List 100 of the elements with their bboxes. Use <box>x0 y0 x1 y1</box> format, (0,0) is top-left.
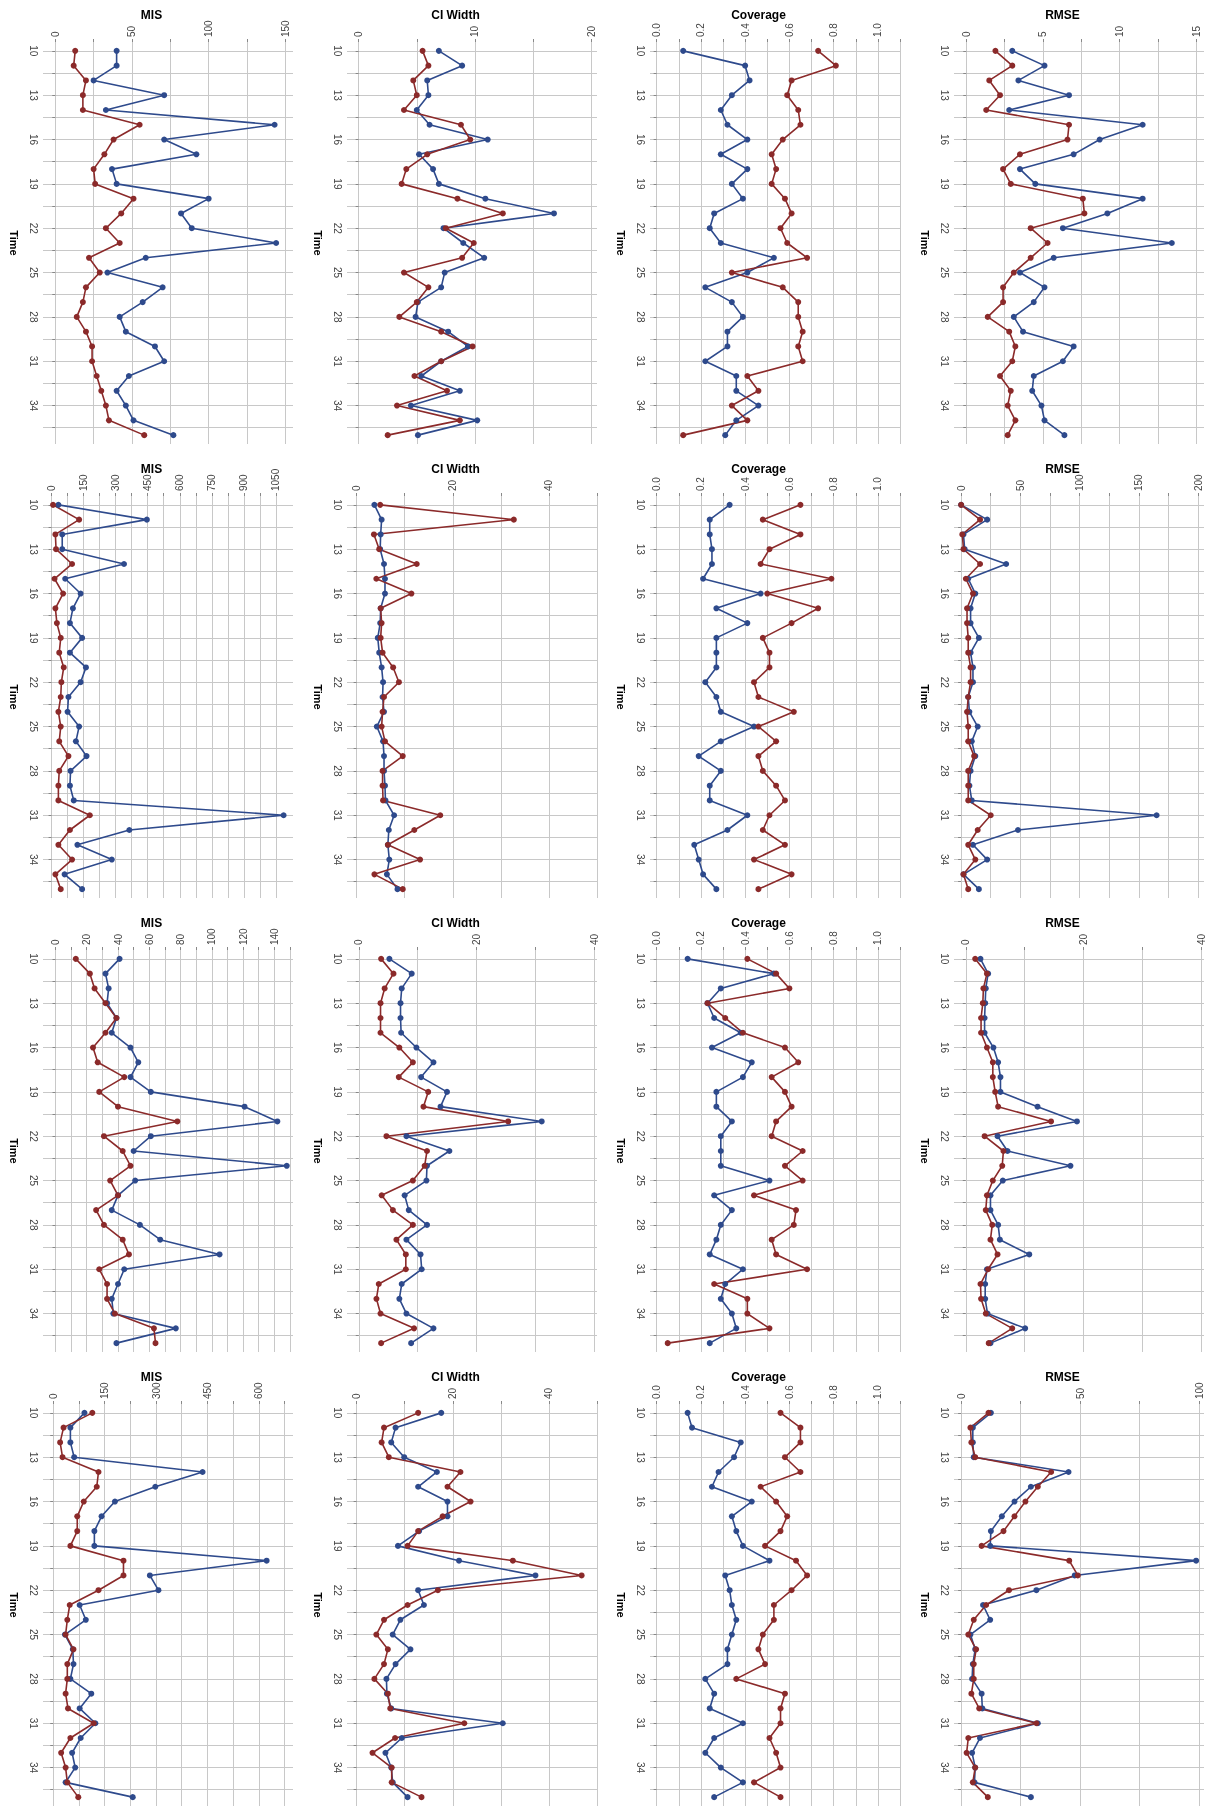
chart-title: RMSE <box>1044 1370 1080 1384</box>
y-tick-label: 19 <box>331 178 342 190</box>
y-tick-label: 22 <box>331 222 342 235</box>
chart-title: MIS <box>140 8 163 22</box>
y-tick-label: 28 <box>27 1219 39 1231</box>
y-tick-label: 10 <box>27 45 39 57</box>
y-axis-title: Time <box>614 1138 627 1164</box>
y-tick-label: 13 <box>331 997 342 1010</box>
y-tick-label: 31 <box>331 1263 342 1276</box>
x-tick-label: 0.2 <box>695 22 707 37</box>
x-tick-label: 1.0 <box>872 930 884 945</box>
chart-title: Coverage <box>731 1370 787 1384</box>
chart-title: MIS <box>140 1370 163 1384</box>
y-tick-label: 22 <box>938 1584 949 1597</box>
y-tick-label: 28 <box>634 765 646 777</box>
chart-title: MIS <box>140 916 163 930</box>
y-tick-label: 22 <box>27 1584 39 1597</box>
y-tick-label: 25 <box>27 1175 39 1187</box>
chart-title: CI Width <box>430 916 480 930</box>
chart-title: CI Width <box>430 8 480 22</box>
chart-title: Coverage <box>731 462 787 476</box>
x-tick-label: 5 <box>1036 31 1048 37</box>
y-tick-label: 10 <box>331 1407 342 1419</box>
y-tick-label: 13 <box>634 997 646 1010</box>
y-tick-label: 19 <box>938 178 949 190</box>
y-tick-label: 16 <box>938 587 949 600</box>
chart-title: RMSE <box>1044 916 1080 930</box>
y-tick-label: 28 <box>27 311 39 323</box>
x-tick-label: 0 <box>350 1393 362 1399</box>
y-tick-label: 25 <box>938 1175 949 1187</box>
x-tick-label: 20 <box>470 933 482 945</box>
x-tick-label: 50 <box>1074 1387 1086 1399</box>
x-tick-label: 0.6 <box>783 930 795 945</box>
x-tick-label: 60 <box>143 933 155 945</box>
x-tick-label: 50 <box>126 25 138 37</box>
y-axis-title: Time <box>7 684 20 710</box>
x-tick-label: 0.4 <box>739 476 751 491</box>
x-tick-label: 150 <box>99 1381 111 1399</box>
y-tick-label: 25 <box>634 1175 646 1187</box>
x-tick-label: 120 <box>237 927 249 945</box>
y-tick-label: 19 <box>938 632 949 644</box>
x-tick-label: 0 <box>960 31 972 37</box>
y-tick-label: 25 <box>938 267 949 279</box>
chart-title: CI Width <box>430 462 480 476</box>
y-tick-label: 25 <box>634 1629 646 1641</box>
x-tick-label: 20 <box>446 479 458 491</box>
x-tick-label: 0 <box>352 939 364 945</box>
x-tick-label: 0.2 <box>695 476 707 491</box>
y-tick-label: 31 <box>938 809 949 822</box>
y-tick-label: 34 <box>331 1308 342 1320</box>
x-tick-label: 20 <box>81 933 93 945</box>
y-tick-label: 28 <box>634 1673 646 1685</box>
y-tick-label: 25 <box>331 267 342 279</box>
y-tick-label: 34 <box>938 854 949 866</box>
y-tick-label: 16 <box>634 1041 646 1054</box>
x-tick-label: 0 <box>955 485 967 491</box>
x-tick-label: 1.0 <box>872 1384 884 1399</box>
y-axis-title: Time <box>7 230 20 256</box>
y-tick-label: 13 <box>331 89 342 102</box>
y-tick-label: 16 <box>634 587 646 600</box>
y-tick-label: 10 <box>27 1407 39 1419</box>
y-tick-label: 34 <box>27 1762 39 1774</box>
x-tick-label: 40 <box>542 1387 554 1399</box>
y-tick-label: 22 <box>634 1130 646 1143</box>
y-tick-label: 25 <box>634 721 646 733</box>
y-tick-label: 10 <box>938 1407 949 1419</box>
y-tick-label: 16 <box>331 1041 342 1054</box>
y-axis-title: Time <box>311 1592 323 1618</box>
y-tick-label: 16 <box>27 587 39 600</box>
x-tick-label: 0.2 <box>695 930 707 945</box>
y-tick-label: 19 <box>27 1540 39 1552</box>
y-tick-label: 25 <box>938 721 949 733</box>
y-axis-title: Time <box>918 684 930 710</box>
y-tick-label: 19 <box>938 1540 949 1552</box>
chart-title: CI Width <box>430 1370 480 1384</box>
x-tick-label: 0 <box>47 1393 59 1399</box>
x-tick-label: 40 <box>588 933 600 945</box>
x-tick-label: 0.8 <box>828 476 840 491</box>
y-tick-label: 28 <box>331 1219 342 1231</box>
x-tick-label: 140 <box>268 927 280 945</box>
y-tick-label: 19 <box>331 1540 342 1552</box>
y-tick-label: 16 <box>634 1495 646 1508</box>
y-tick-label: 13 <box>331 1451 342 1464</box>
x-tick-label: 300 <box>110 473 122 491</box>
x-tick-label: 100 <box>203 19 215 37</box>
y-tick-label: 31 <box>27 1263 39 1276</box>
y-tick-label: 13 <box>938 543 949 556</box>
y-tick-label: 34 <box>634 1762 646 1774</box>
chart-title: MIS <box>140 462 163 476</box>
y-tick-label: 10 <box>634 1407 646 1419</box>
y-tick-label: 10 <box>331 953 342 965</box>
x-tick-label: 80 <box>175 933 186 945</box>
chart-title: RMSE <box>1044 8 1080 22</box>
y-tick-label: 10 <box>27 499 39 511</box>
chart-title: Coverage <box>731 916 787 930</box>
y-tick-label: 10 <box>634 953 646 965</box>
y-axis-title: Time <box>918 230 930 256</box>
x-tick-label: 100 <box>1193 1381 1205 1399</box>
y-tick-label: 34 <box>938 400 949 412</box>
y-tick-label: 16 <box>938 1495 949 1508</box>
